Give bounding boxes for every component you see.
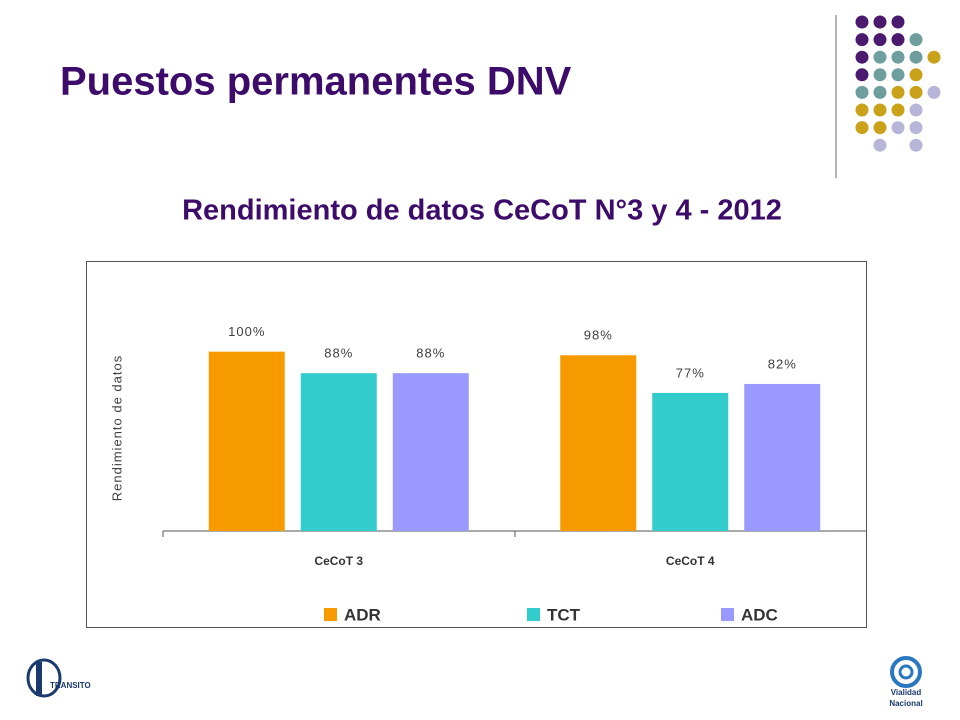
dot (891, 33, 905, 47)
dot (855, 50, 869, 64)
data-label: 82% (768, 356, 797, 371)
data-label: 77% (676, 365, 705, 380)
dot (891, 50, 905, 64)
data-label: 88% (416, 346, 445, 361)
dot (891, 121, 905, 135)
logo-right: Vialidad Nacional (889, 656, 923, 708)
logo-right-text: Nacional (889, 699, 922, 708)
dot (927, 50, 941, 64)
dot (873, 15, 887, 29)
dot (927, 85, 941, 99)
legend-swatch (721, 608, 734, 621)
dot (855, 103, 869, 117)
dot (855, 15, 869, 29)
dot (909, 33, 923, 47)
legend-swatch (527, 608, 540, 621)
dot (873, 138, 887, 152)
bar (300, 373, 377, 531)
x-tick-label: CeCoT 4 (666, 554, 715, 568)
dot (909, 85, 923, 99)
legend-swatch (324, 608, 337, 621)
dot (873, 50, 887, 64)
bar (208, 351, 285, 531)
logo-left: TRANSITO (26, 658, 91, 698)
chart-title: Rendimiento de datos CeCoT N°3 y 4 - 201… (182, 195, 782, 227)
legend-label: ADR (344, 605, 381, 624)
dot (873, 33, 887, 47)
slide-title: Puestos permanentes DNV (60, 60, 572, 104)
bar (560, 355, 637, 531)
decoration-dots (855, 15, 941, 152)
dot (891, 15, 905, 29)
dot (891, 68, 905, 82)
data-label: 88% (324, 346, 353, 361)
dot (909, 121, 923, 135)
logo-right-text: Vialidad (891, 688, 922, 697)
dot (909, 138, 923, 152)
dot (855, 33, 869, 47)
bar (652, 392, 729, 531)
logo-left-text: TRANSITO (50, 681, 91, 690)
data-label: 98% (584, 328, 613, 343)
dot (855, 85, 869, 99)
dot (873, 103, 887, 117)
dot (891, 85, 905, 99)
dot (891, 103, 905, 117)
dot (873, 85, 887, 99)
dot (855, 121, 869, 135)
dot (909, 68, 923, 82)
dot (873, 121, 887, 135)
bar (744, 383, 821, 531)
dot (909, 103, 923, 117)
y-axis-label: Rendimiento de datos (109, 355, 124, 501)
data-label: 100% (228, 324, 265, 339)
legend-label: ADC (741, 605, 778, 624)
bar (392, 373, 469, 531)
x-tick-label: CeCoT 3 (314, 554, 363, 568)
legend-label: TCT (547, 605, 581, 624)
dot (873, 68, 887, 82)
dot (909, 50, 923, 64)
dot (855, 68, 869, 82)
